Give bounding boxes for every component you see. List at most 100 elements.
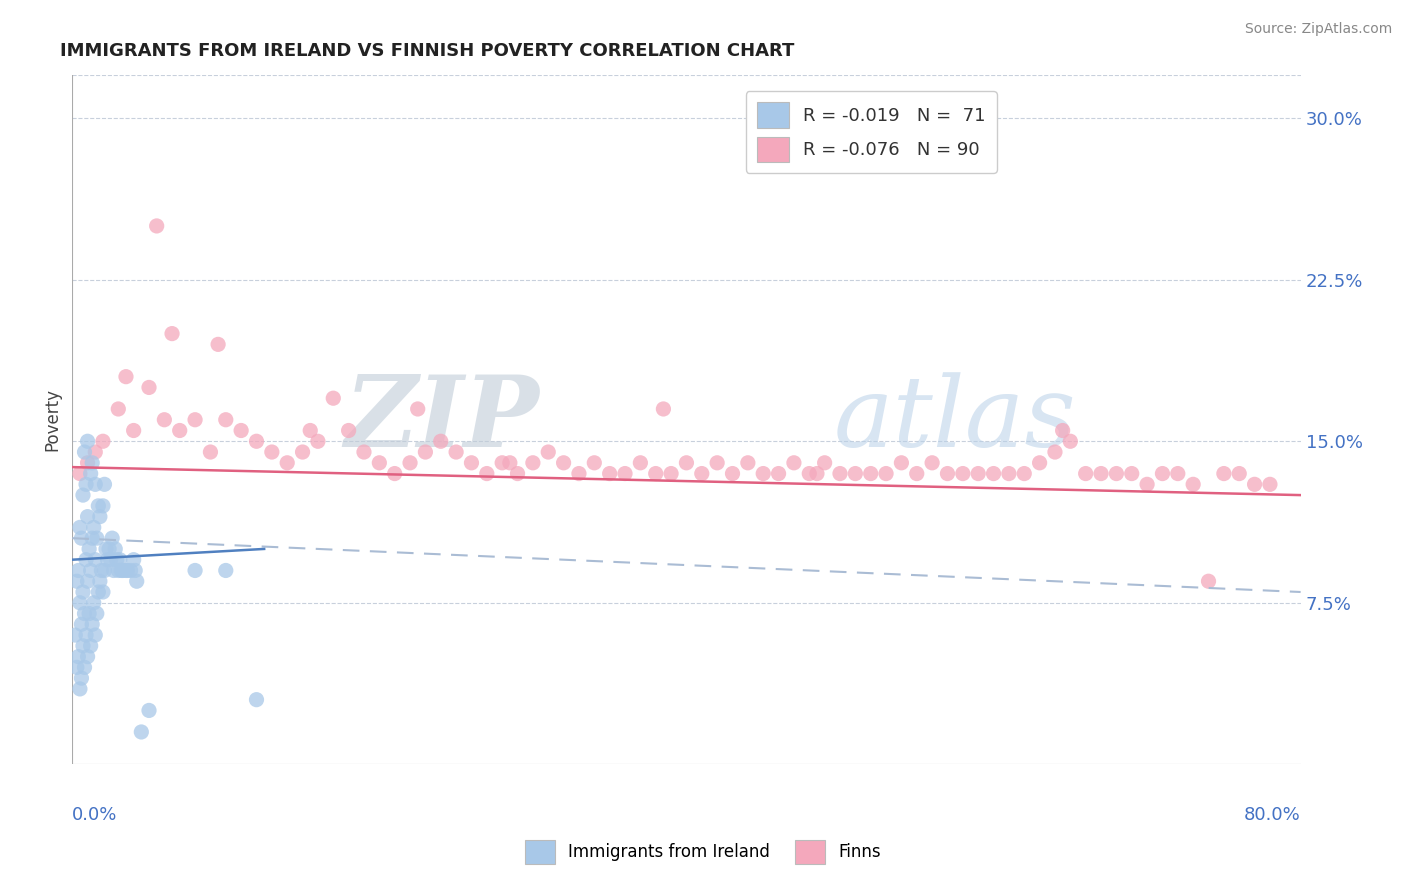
Point bbox=[1152, 467, 1174, 481]
Text: 0.0%: 0.0% bbox=[72, 805, 118, 823]
Point bbox=[69, 520, 91, 534]
Point bbox=[844, 467, 866, 481]
Point bbox=[91, 499, 114, 513]
Point bbox=[82, 617, 104, 632]
Point bbox=[859, 467, 882, 481]
Point bbox=[752, 467, 775, 481]
Point bbox=[553, 456, 575, 470]
Point bbox=[353, 445, 375, 459]
Point bbox=[768, 467, 790, 481]
Point bbox=[905, 467, 928, 481]
Point bbox=[499, 456, 522, 470]
Point bbox=[70, 531, 93, 545]
Point bbox=[75, 477, 97, 491]
Point bbox=[429, 434, 451, 449]
Point bbox=[998, 467, 1021, 481]
Point bbox=[66, 660, 89, 674]
Point bbox=[82, 531, 104, 545]
Point bbox=[69, 596, 91, 610]
Point bbox=[98, 541, 121, 556]
Point bbox=[66, 574, 89, 589]
Point bbox=[675, 456, 697, 470]
Text: 80.0%: 80.0% bbox=[1244, 805, 1301, 823]
Point bbox=[83, 520, 105, 534]
Point bbox=[138, 703, 160, 717]
Point bbox=[79, 467, 101, 481]
Point bbox=[131, 725, 153, 739]
Point bbox=[260, 445, 283, 459]
Point bbox=[117, 564, 139, 578]
Point bbox=[75, 552, 97, 566]
Point bbox=[215, 413, 238, 427]
Point bbox=[1052, 424, 1074, 438]
Point bbox=[70, 617, 93, 632]
Point bbox=[110, 564, 132, 578]
Point bbox=[65, 628, 87, 642]
Point bbox=[384, 467, 406, 481]
Point bbox=[215, 564, 238, 578]
Point bbox=[1043, 445, 1066, 459]
Point bbox=[125, 574, 148, 589]
Point bbox=[120, 564, 142, 578]
Point bbox=[79, 564, 101, 578]
Point bbox=[76, 434, 98, 449]
Point bbox=[936, 467, 959, 481]
Point bbox=[1227, 467, 1250, 481]
Point bbox=[690, 467, 713, 481]
Point bbox=[82, 456, 104, 470]
Point bbox=[537, 445, 560, 459]
Point bbox=[406, 401, 429, 416]
Point bbox=[89, 509, 111, 524]
Point bbox=[104, 541, 127, 556]
Point bbox=[1090, 467, 1112, 481]
Text: ZIP: ZIP bbox=[344, 371, 538, 468]
Point bbox=[79, 639, 101, 653]
Point bbox=[153, 413, 176, 427]
Point bbox=[122, 552, 145, 566]
Point bbox=[76, 456, 98, 470]
Point bbox=[721, 467, 744, 481]
Point bbox=[90, 564, 112, 578]
Point bbox=[368, 456, 391, 470]
Point bbox=[644, 467, 666, 481]
Point bbox=[72, 639, 94, 653]
Point bbox=[628, 456, 651, 470]
Point bbox=[475, 467, 498, 481]
Point bbox=[276, 456, 298, 470]
Point bbox=[70, 671, 93, 685]
Point bbox=[76, 649, 98, 664]
Point bbox=[1212, 467, 1234, 481]
Point bbox=[799, 467, 821, 481]
Point bbox=[967, 467, 990, 481]
Point bbox=[169, 424, 191, 438]
Point bbox=[72, 488, 94, 502]
Point bbox=[322, 391, 344, 405]
Point bbox=[614, 467, 637, 481]
Point bbox=[115, 564, 138, 578]
Point bbox=[69, 681, 91, 696]
Point bbox=[87, 585, 110, 599]
Point bbox=[96, 552, 118, 566]
Point bbox=[737, 456, 759, 470]
Point bbox=[1136, 477, 1159, 491]
Point bbox=[245, 692, 267, 706]
Point bbox=[1121, 467, 1143, 481]
Point bbox=[1028, 456, 1050, 470]
Point bbox=[103, 564, 125, 578]
Point bbox=[307, 434, 329, 449]
Text: Source: ZipAtlas.com: Source: ZipAtlas.com bbox=[1244, 22, 1392, 37]
Point bbox=[111, 564, 134, 578]
Point bbox=[875, 467, 897, 481]
Point bbox=[73, 607, 96, 621]
Point bbox=[983, 467, 1005, 481]
Point bbox=[568, 467, 591, 481]
Point bbox=[921, 456, 943, 470]
Point bbox=[93, 477, 115, 491]
Point bbox=[107, 564, 129, 578]
Point bbox=[444, 445, 467, 459]
Point bbox=[75, 628, 97, 642]
Point bbox=[583, 456, 606, 470]
Point bbox=[184, 413, 207, 427]
Point bbox=[83, 596, 105, 610]
Point bbox=[93, 564, 115, 578]
